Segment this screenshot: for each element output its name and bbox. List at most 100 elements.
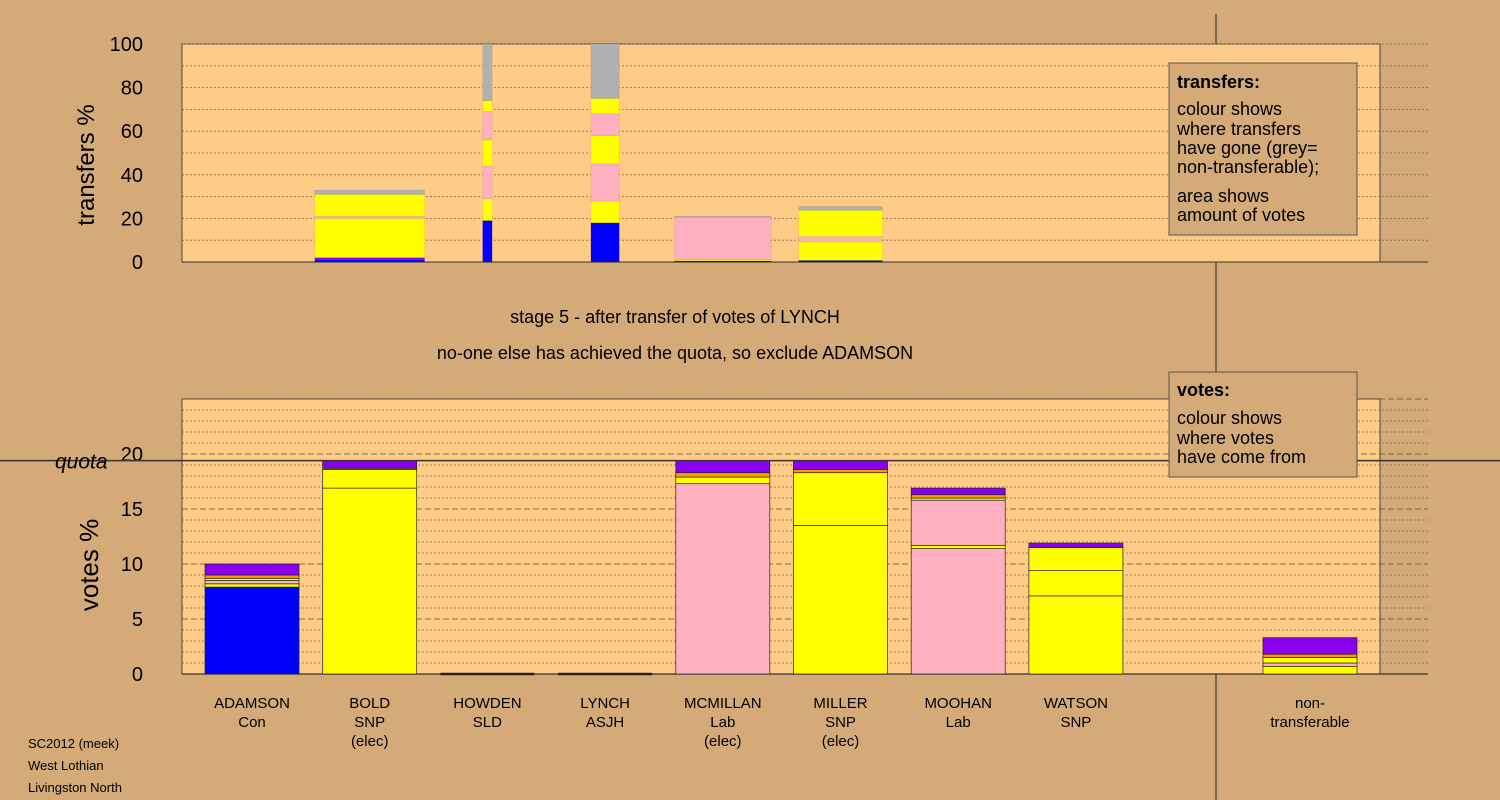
x-category-label: Lab — [946, 714, 971, 731]
votes-x-axis: ADAMSON Con BOLD SNP (elec) HOWDEN SLD LYNCH ASJ… — [214, 695, 1350, 750]
transfers-y-label: transfers % — [73, 104, 100, 225]
transfers-panel: 0 20 40 60 80 100 transfers % transfers: colo… — [73, 34, 1428, 274]
votes-y-tick-label: 20 — [121, 444, 143, 466]
footer: SC2012 (meek) West Lothian Livingston No… — [28, 736, 122, 795]
x-category-label: BOLD — [349, 695, 390, 712]
vote-segment-nontransferable-lab — [1262, 662, 1358, 667]
footer-line: Livingston North — [28, 780, 122, 795]
transfer-segment-bold-nontransferable — [314, 189, 425, 195]
transfer-segment-howden-snp — [482, 198, 493, 221]
transfer-segment-howden-con — [482, 220, 493, 263]
transfer-segment-bold-snp — [314, 218, 425, 258]
x-category-label: (elec) — [822, 733, 860, 750]
votes-legend: votes: colour shows where votes have com… — [1168, 371, 1358, 478]
x-category-label: Lab — [710, 714, 735, 731]
vote-segment-watson-asjh — [1028, 542, 1124, 548]
x-category-label: WATSON — [1044, 695, 1108, 712]
vote-segment-moohan-snp — [910, 544, 1006, 549]
votes-y-axis: 0 5 10 15 20 — [121, 444, 143, 686]
transfer-segment-lynch-snp — [590, 135, 620, 165]
transfer-segment-lynch-snp — [590, 98, 620, 115]
vote-segment-mcmillan-lab — [675, 483, 771, 675]
vote-segment-moohan-lab — [910, 548, 1006, 675]
vote-segment-adamson-snp — [204, 583, 300, 588]
transfers-legend-title: transfers: — [1177, 72, 1260, 92]
x-category-label: MCMILLAN — [684, 695, 762, 712]
transfers-y-tick-label: 0 — [132, 252, 143, 274]
x-category-label: (elec) — [704, 733, 742, 750]
transfer-segment-howden-snp — [482, 139, 493, 167]
transfers-y-tick-label: 60 — [121, 121, 143, 143]
x-category-label: MILLER — [813, 695, 867, 712]
vote-segment-adamson-asjh — [204, 563, 300, 576]
votes-y-label: votes % — [74, 519, 104, 612]
transfers-y-axis: 0 20 40 60 80 100 — [110, 34, 143, 274]
transfer-segment-lynch-lab — [590, 113, 620, 136]
transfer-segment-bold-lab — [314, 215, 425, 219]
x-category-label: SLD — [473, 714, 502, 731]
transfers-y-tick-label: 20 — [121, 208, 143, 230]
transfer-segment-howden-lab — [482, 165, 493, 200]
vote-segment-nontransferable-sld — [1262, 653, 1358, 658]
transfer-segment-lynch-lab — [590, 163, 620, 202]
transfer-segment-miller-snp — [798, 210, 883, 237]
x-category-label: ADAMSON — [214, 695, 290, 712]
quota-label: quota — [55, 451, 108, 474]
votes-legend-box — [1168, 371, 1358, 478]
votes-legend-line: where votes — [1176, 428, 1274, 448]
vote-segment-moohan-asjh — [910, 487, 1006, 496]
x-category-label: LYNCH — [580, 695, 630, 712]
votes-legend-line: colour shows — [1177, 408, 1282, 428]
transfers-legend: transfers: colour shows where transfers … — [1168, 62, 1358, 236]
transfers-y-tick-label: 40 — [121, 165, 143, 187]
x-category-label: SNP — [1060, 714, 1091, 731]
footer-line: West Lothian — [28, 758, 104, 773]
transfer-segment-lynch-snp — [590, 200, 620, 224]
transfers-legend-box — [1168, 62, 1358, 236]
vote-segment-mcmillan-sld — [675, 472, 771, 478]
transfers-legend-line: amount of votes — [1177, 205, 1305, 225]
vote-segment-bold-snp — [322, 469, 418, 489]
transfer-segment-bold-snp — [314, 194, 425, 217]
vote-segment-mcmillan-asjh — [675, 460, 771, 474]
stage-subtitle: no-one else has achieved the quota, so e… — [437, 343, 913, 363]
votes-y-tick-label: 10 — [121, 554, 143, 576]
vote-segment-miller-snp — [793, 472, 888, 526]
transfers-legend-line: area shows — [1177, 186, 1269, 206]
transfer-segment-howden-snp — [482, 100, 493, 112]
vote-segment-moohan-lab — [910, 499, 1006, 546]
vote-segment-nontransferable-snp — [1262, 665, 1358, 675]
footer-line: SC2012 (meek) — [28, 736, 119, 751]
transfer-segment-bold-asjh — [314, 257, 425, 261]
vote-segment-mcmillan-snp — [675, 476, 771, 485]
votes-y-tick-label: 0 — [132, 664, 143, 686]
vote-segment-watson-snp — [1028, 595, 1124, 675]
vote-segment-adamson-con — [204, 586, 300, 675]
x-category-label: transferable — [1270, 714, 1349, 731]
x-category-label: ASJH — [586, 714, 624, 731]
vote-segment-watson-snp — [1028, 570, 1124, 597]
vote-segment-bold-asjh — [322, 460, 418, 469]
transfer-segment-miller-snp — [798, 241, 883, 261]
vote-segment-nontransferable-asjh — [1262, 637, 1358, 655]
transfer-segment-lynch-nontransferable — [590, 43, 620, 99]
stage-title: stage 5 - after transfer of votes of LYN… — [510, 307, 840, 327]
transfer-segment-mcmillan-lab — [674, 217, 772, 261]
transfers-y-tick-label: 100 — [110, 34, 143, 56]
x-category-label: MOOHAN — [924, 695, 992, 712]
vote-segment-nontransferable-snp — [1262, 657, 1358, 664]
transfer-segment-mcmillan-nontransferable — [674, 215, 772, 218]
vote-segment-miller-asjh — [793, 460, 888, 470]
transfer-segment-miller-lab — [798, 236, 883, 243]
transfers-bars — [314, 43, 883, 263]
vote-segment-miller-sld — [793, 469, 888, 474]
transfer-segment-bold-con — [314, 259, 425, 263]
transfers-legend-line: colour shows — [1177, 99, 1282, 119]
votes-legend-line: have come from — [1177, 447, 1306, 467]
x-category-label: non- — [1295, 695, 1325, 712]
vote-segment-adamson-lab — [204, 580, 300, 585]
votes-bars — [204, 460, 1358, 676]
transfers-legend-line: have gone (grey= — [1177, 138, 1318, 158]
transfers-y-tick-label: 80 — [121, 78, 143, 100]
